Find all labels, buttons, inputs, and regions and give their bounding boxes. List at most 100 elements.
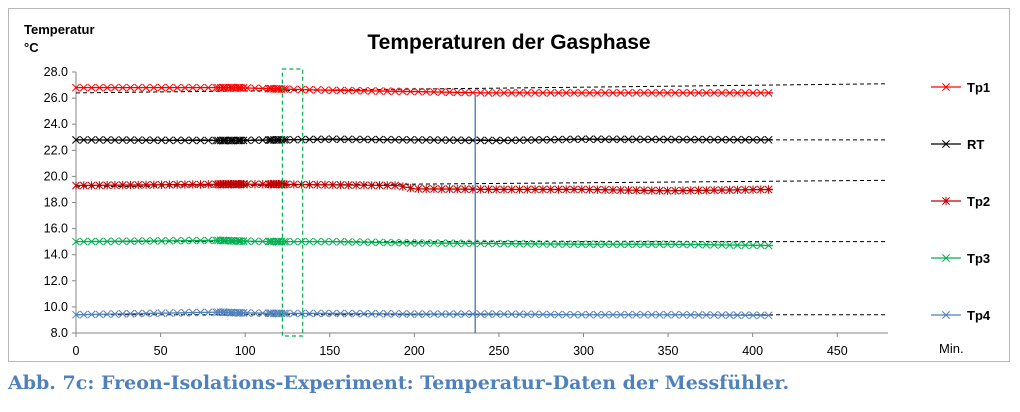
data-point-rt [702,135,711,144]
data-point-tp1 [562,88,571,97]
data-point-tp1 [280,85,289,94]
data-point-tp3 [95,237,104,246]
data-point-tp4 [236,308,245,317]
data-point-rt [251,136,259,145]
data-point-rt [756,135,765,144]
data-point-tp1 [686,88,695,97]
data-point-tp3 [103,237,112,246]
data-point-tp4 [126,309,135,318]
data-point-tp2 [344,180,353,190]
data-point-tp1 [352,86,361,95]
data-point-tp2 [188,180,197,189]
data-point-tp1 [733,88,742,97]
data-point-rt [445,136,454,145]
data-point-tp4 [764,311,773,320]
data-point-tp1 [243,84,252,92]
data-point-tp1 [476,88,485,97]
data-point-tp1 [251,84,259,93]
data-point-tp4 [702,311,711,319]
data-point-tp1 [461,88,470,97]
data-point-tp3 [702,240,711,249]
data-point-rt [601,135,610,144]
data-point-rt [507,136,516,145]
data-point-tp2 [239,180,248,189]
data-point-rt [764,135,773,144]
data-point-rt [437,136,446,145]
data-point-rt [110,136,119,144]
data-point-tp4 [398,310,407,318]
data-point-tp4 [507,310,516,319]
data-point-tp4 [608,310,617,319]
data-point-tp2 [655,186,664,195]
data-point-rt [134,136,143,145]
data-point-tp1 [663,88,672,97]
data-point-tp1 [671,88,680,97]
data-point-tp1 [640,88,649,97]
data-point-tp2 [608,185,617,195]
data-point-rt [616,135,625,144]
y-tick-label: 14.0 [44,248,68,262]
data-point-rt [608,135,617,144]
data-point-rt [538,135,547,144]
data-point-tp2 [725,185,734,195]
data-point-tp4 [453,310,462,319]
data-point-tp1 [702,88,711,97]
data-point-tp1 [632,88,641,97]
figure-caption: Abb. 7c: Freon-Isolations-Experiment: Te… [8,372,790,394]
data-point-tp3 [577,240,586,249]
data-point-rt [266,136,275,144]
data-point-tp3 [196,236,205,245]
data-point-tp3 [87,237,96,246]
data-point-tp1 [608,88,617,97]
data-point-tp2 [173,180,182,189]
data-point-rt [87,135,96,144]
data-point-tp4 [593,310,602,319]
data-point-tp3 [570,240,578,249]
data-point-tp2 [391,181,400,190]
data-point-tp1 [484,88,493,97]
data-point-rt [118,136,127,145]
x-tick-label: 100 [235,344,256,358]
data-point-tp4 [445,310,454,319]
data-point-tp4 [601,310,610,319]
data-point-tp3 [236,237,245,246]
data-point-tp2 [243,180,252,189]
data-point-tp2 [196,180,205,189]
data-point-tp2 [157,180,166,189]
data-point-tp2 [764,185,773,194]
data-point-tp3 [686,240,695,249]
data-point-tp3 [453,239,462,248]
data-point-rt [289,135,298,144]
x-tick-label: 450 [827,344,848,358]
data-point-tp2 [686,186,695,195]
x-tick-label: 250 [488,344,509,358]
data-point-tp3 [383,238,392,247]
data-point-tp4 [647,310,656,319]
data-point-rt [686,135,695,144]
data-point-rt [142,136,150,145]
x-tick-label: 150 [319,344,340,358]
data-point-rt [258,136,267,145]
data-point-rt [79,135,88,144]
data-point-rt [749,135,757,144]
data-point-tp4 [756,311,765,320]
data-point-tp2 [235,180,244,189]
data-point-tp2 [336,180,345,190]
data-point-tp1 [624,88,633,97]
data-point-tp4 [258,309,267,318]
data-point-tp3 [671,240,680,249]
data-point-tp2 [507,185,516,194]
data-point-tp4 [546,310,555,319]
data-point-tp1 [72,83,80,92]
data-point-tp1 [710,88,719,97]
data-point-tp3 [239,237,248,246]
data-point-tp3 [391,238,400,247]
data-point-tp3 [717,240,726,249]
data-point-tp4 [367,309,376,318]
data-point-tp2 [554,185,563,194]
data-point-tp4 [297,309,306,318]
data-point-rt [476,136,485,145]
y-axis-unit: °C [24,40,39,55]
data-point-rt [280,135,289,144]
data-point-tp1 [188,83,197,92]
